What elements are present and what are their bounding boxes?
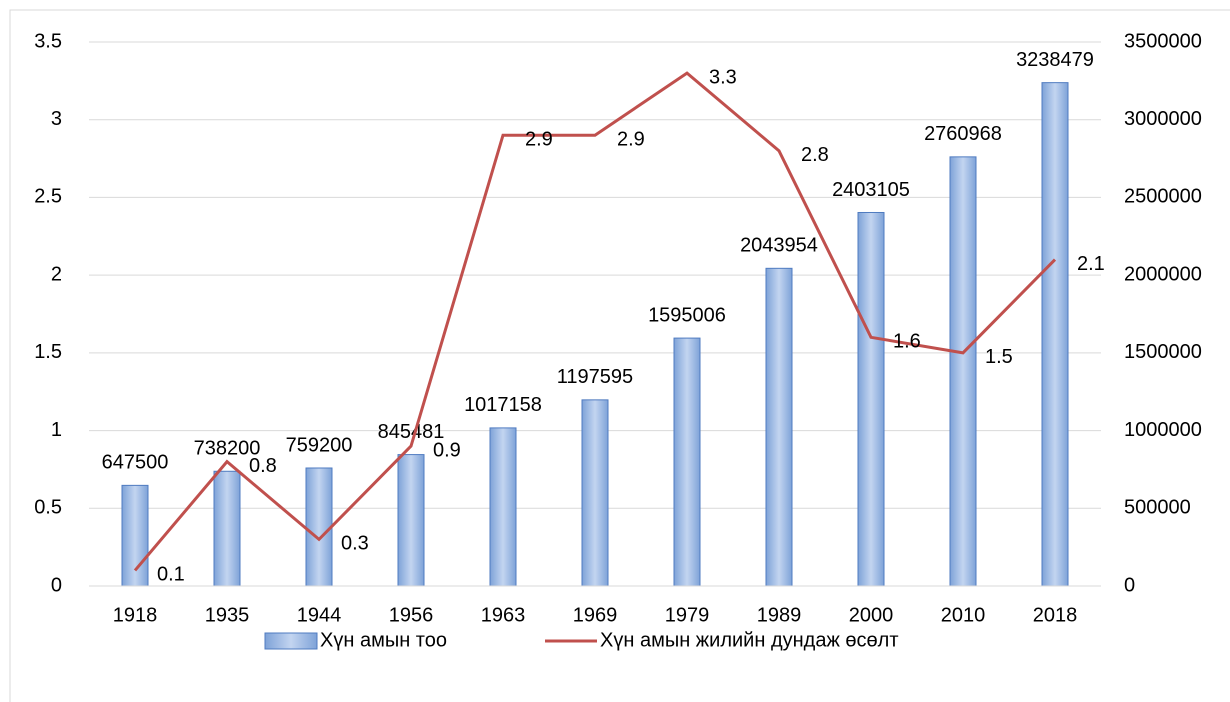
bar (121, 484, 149, 587)
y2-tick-label: 1000000 (1124, 419, 1202, 441)
line-value-label: 1.6 (893, 331, 921, 353)
line-value-label: 0.3 (341, 533, 369, 555)
line-value-label: 1.5 (985, 346, 1013, 368)
bar (673, 337, 701, 587)
y2-tick-label: 3500000 (1124, 30, 1202, 52)
bar-value-label: 1197595 (557, 366, 633, 388)
y2-tick-label: 2500000 (1124, 186, 1202, 208)
x-tick-label: 2018 (1033, 604, 1078, 626)
bar-value-label: 1017158 (464, 394, 542, 416)
y2-tick-label: 500000 (1124, 497, 1191, 519)
x-tick-label: 2000 (849, 604, 894, 626)
bar-value-label: 845481 (378, 421, 445, 443)
x-tick-label: 2010 (941, 604, 986, 626)
bar-value-label: 2403105 (832, 179, 910, 201)
x-tick-label: 1969 (573, 604, 618, 626)
y2-tick-label: 1500000 (1124, 341, 1202, 363)
bar (949, 156, 977, 587)
x-tick-label: 1935 (205, 604, 250, 626)
bar-value-label: 647500 (102, 452, 169, 474)
line-value-label: 2.9 (525, 129, 553, 151)
y-tick-label: 2.5 (34, 186, 62, 208)
y-tick-label: 3 (51, 108, 62, 130)
y-tick-label: 3.5 (34, 30, 62, 52)
y2-tick-label: 3000000 (1124, 108, 1202, 130)
x-tick-label: 1989 (757, 604, 802, 626)
y-tick-label: 1 (51, 419, 62, 441)
y2-tick-label: 0 (1124, 574, 1135, 596)
line-value-label: 2.8 (801, 144, 829, 166)
bar (1041, 82, 1069, 587)
legend-label: Хүн амын жилийн дундаж өсөлт (600, 629, 898, 651)
y2-tick-label: 2000000 (1124, 263, 1202, 285)
bar-value-label: 2043954 (740, 235, 818, 257)
y-tick-label: 2 (51, 263, 62, 285)
y-tick-label: 1.5 (34, 341, 62, 363)
bar-value-label: 759200 (286, 434, 353, 456)
legend-label: Хүн амын тоо (320, 629, 447, 651)
bar (581, 399, 609, 587)
bar (305, 467, 333, 587)
bar-value-label: 1595006 (648, 304, 726, 326)
line-value-label: 2.1 (1077, 253, 1105, 275)
line-value-label: 3.3 (709, 66, 737, 88)
line (133, 71, 1057, 572)
bar (765, 267, 793, 587)
bar (489, 427, 517, 587)
x-tick-label: 1918 (113, 604, 158, 626)
bar-value-label: 3238479 (1016, 49, 1094, 71)
x-tick-label: 1944 (297, 604, 342, 626)
x-tick-label: 1956 (389, 604, 434, 626)
line-value-label: 0.8 (249, 455, 277, 477)
line-value-label: 0.9 (433, 439, 461, 461)
bar-value-label: 738200 (194, 438, 261, 460)
line-value-label: 2.9 (617, 129, 645, 151)
bar (397, 454, 425, 587)
x-tick-label: 1979 (665, 604, 710, 626)
chart-border (9, 9, 1230, 702)
y-tick-label: 0.5 (34, 497, 62, 519)
line-value-label: 0.1 (157, 564, 185, 586)
bar (857, 211, 885, 587)
y-tick-label: 0 (51, 574, 62, 596)
legend-swatch (264, 632, 318, 650)
bar-value-label: 2760968 (924, 123, 1002, 145)
bar (213, 470, 241, 587)
x-tick-label: 1963 (481, 604, 526, 626)
